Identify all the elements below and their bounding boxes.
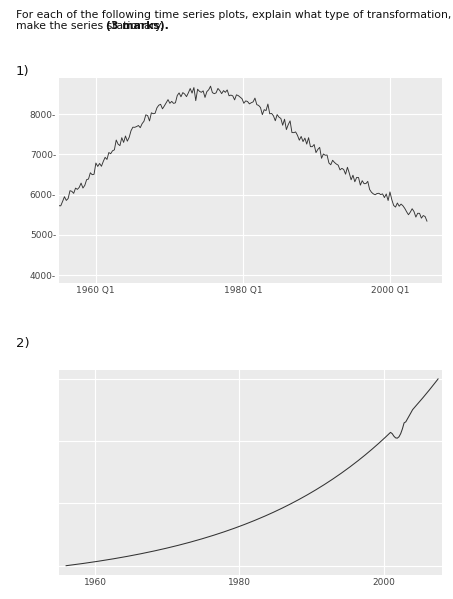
Text: make the series stationary.: make the series stationary. xyxy=(16,21,167,31)
Text: (3 marks).: (3 marks). xyxy=(106,21,169,31)
Text: For each of the following time series plots, explain what type of transformation: For each of the following time series pl… xyxy=(16,10,453,20)
Text: 2): 2) xyxy=(16,337,29,350)
Text: 1): 1) xyxy=(16,65,29,78)
